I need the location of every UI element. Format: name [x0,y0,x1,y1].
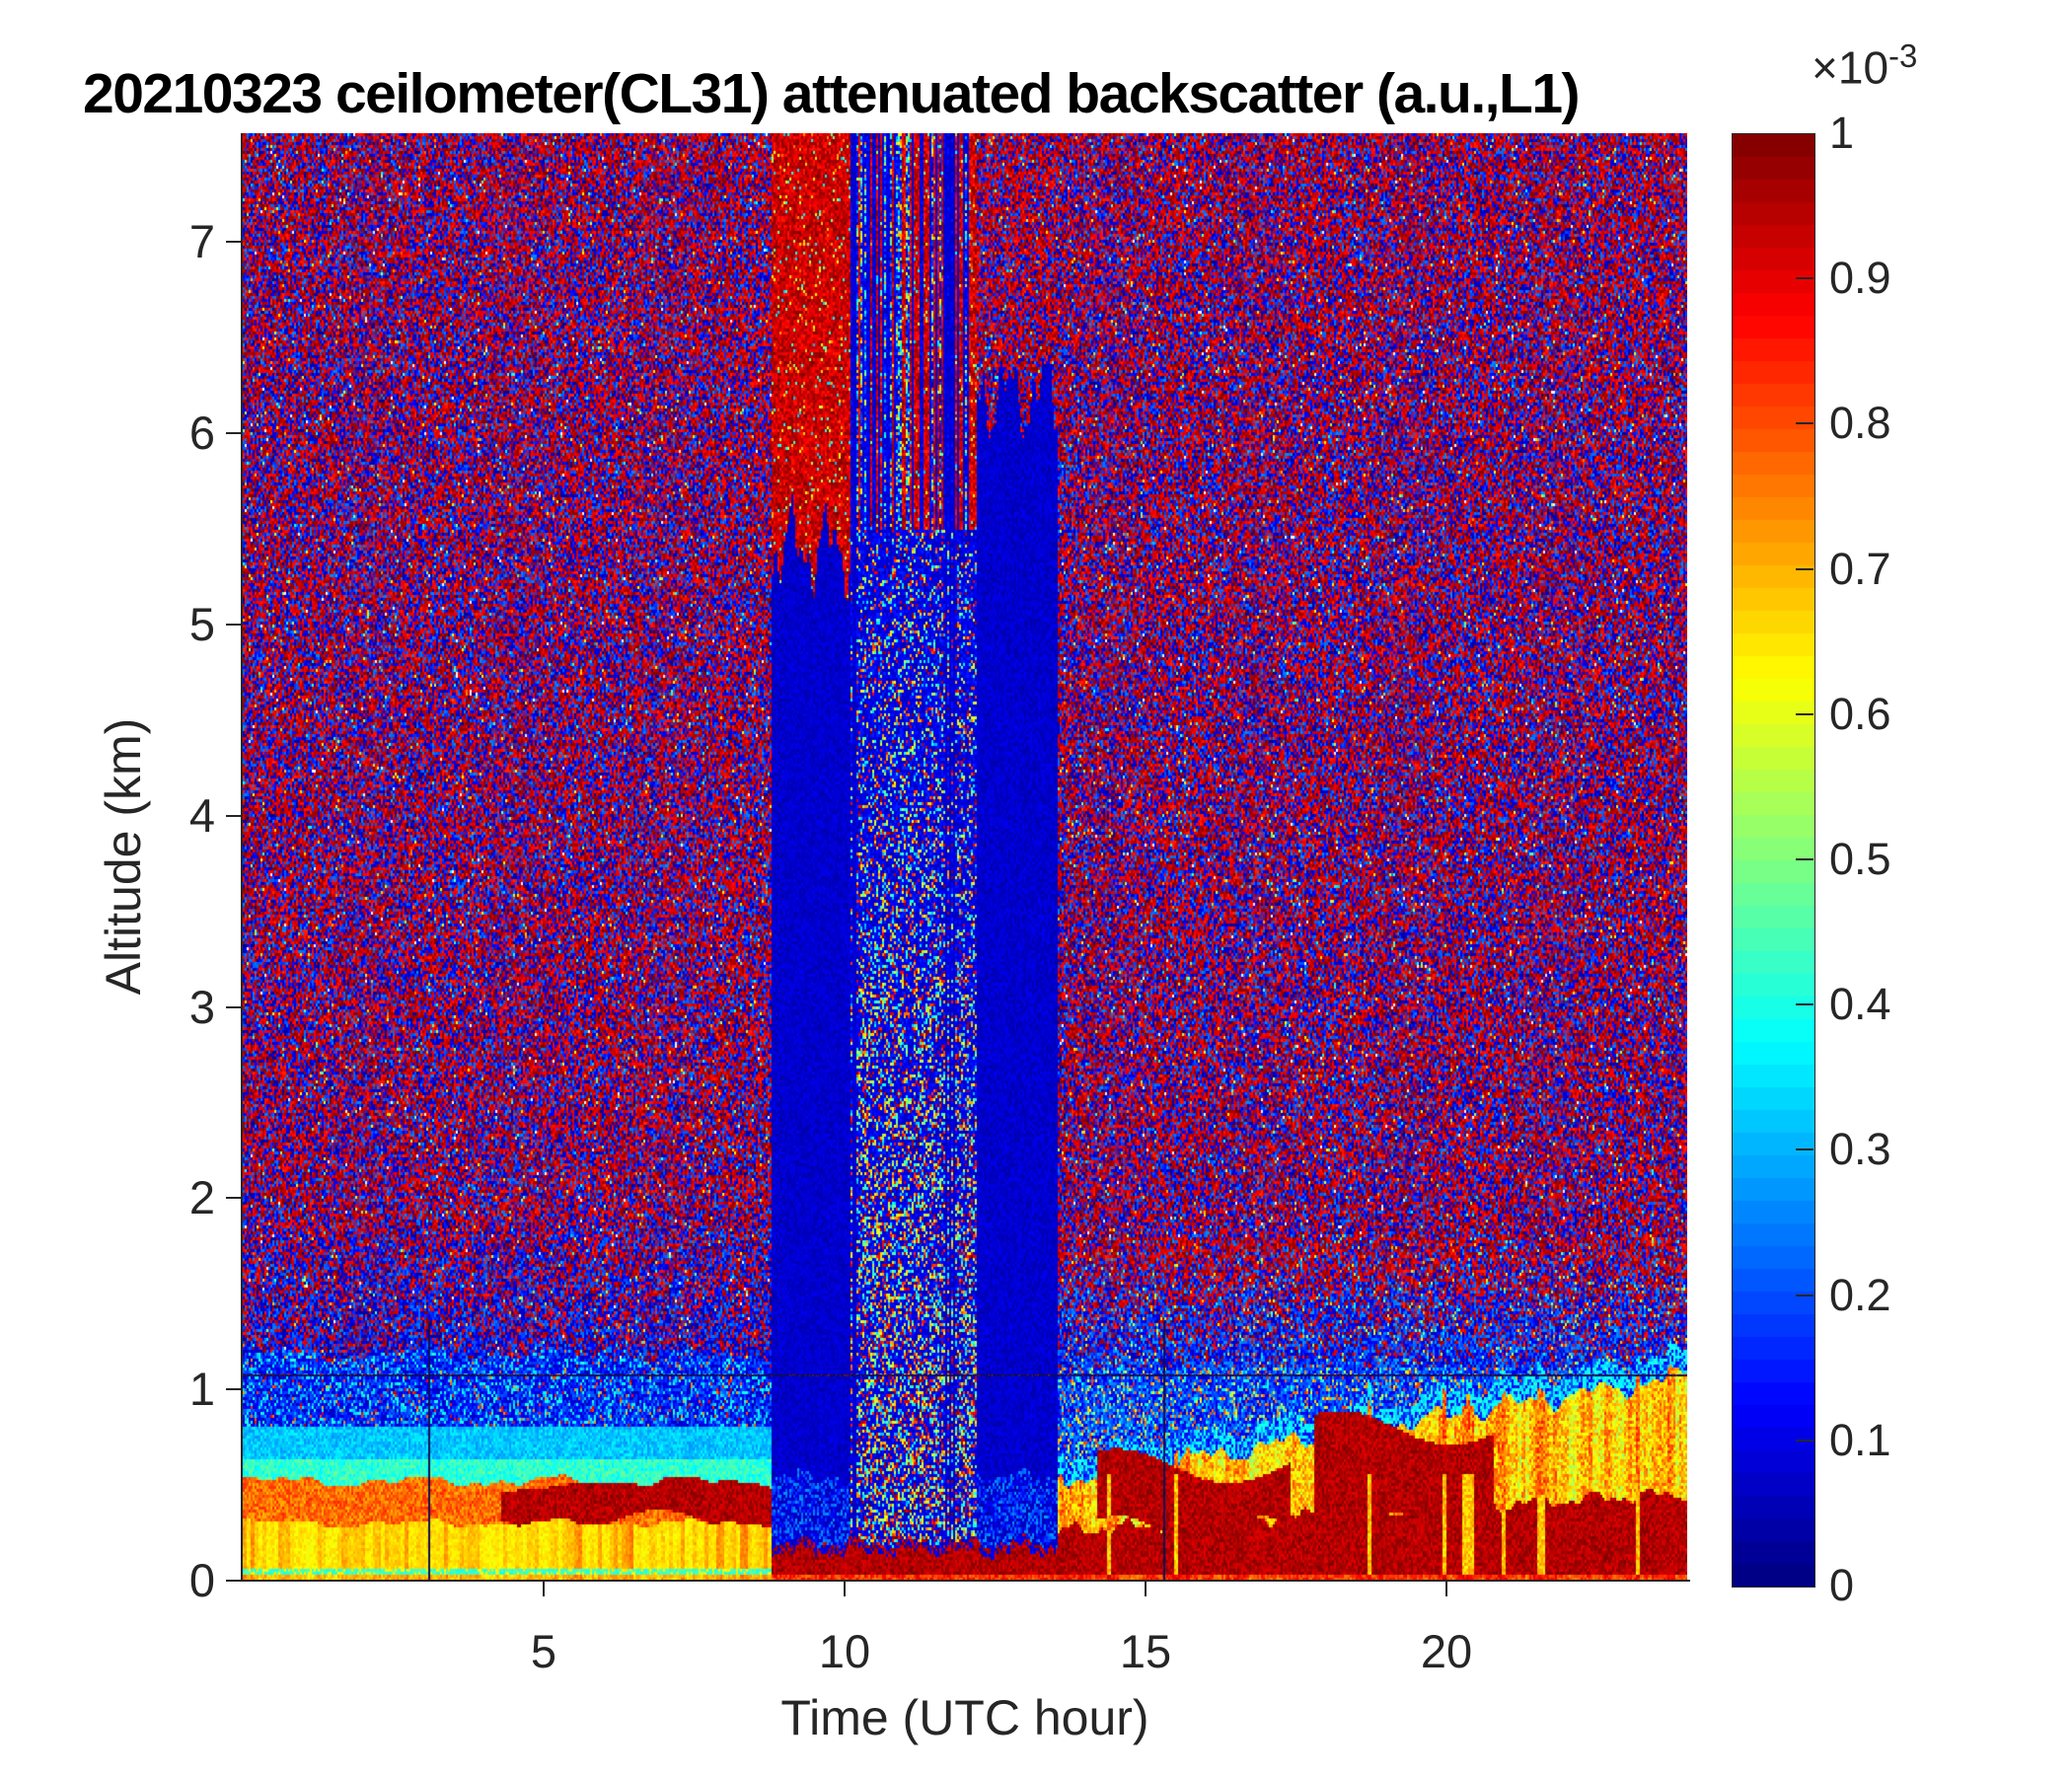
x-tick-label: 10 [818,1625,871,1677]
colorbar-tick-mark [1796,1439,1813,1442]
colorbar-tick-label: 0.8 [1829,398,1891,449]
x-axis-line [241,1580,1690,1582]
colorbar-tick-label: 0.7 [1829,543,1891,594]
y-tick-label: 4 [188,788,215,842]
x-tick-mark [1145,1582,1147,1596]
y-tick-label: 5 [188,598,215,651]
x-tick-mark [543,1582,545,1596]
colorbar-tick-label: 1 [1829,108,1855,158]
y-tick-mark [226,432,241,435]
y-tick-label: 1 [188,1363,215,1416]
x-tick-label: 5 [530,1625,557,1677]
y-tick-label: 6 [188,407,215,460]
colorbar-tick-mark [1796,422,1813,425]
x-tick-label: 20 [1420,1625,1473,1677]
y-tick-mark [226,624,241,627]
colorbar-tick-mark [1796,1148,1813,1151]
colorbar-tick-mark [1796,858,1813,860]
x-axis-label: Time (UTC hour) [780,1690,1149,1745]
y-tick-mark [226,1388,241,1391]
y-tick-label: 3 [188,980,215,1033]
colorbar [1732,133,1815,1588]
y-tick-mark [226,814,241,817]
chart-title: 20210323 ceilometer(CL31) attenuated bac… [83,62,1581,125]
colorbar-exponent-power: -3 [1888,37,1918,74]
colorbar-tick-mark [1796,1003,1813,1006]
colorbar-tick-label: 0.2 [1829,1269,1891,1320]
y-tick-mark [226,1580,241,1582]
colorbar-exponent-base: ×10 [1812,41,1889,94]
colorbar-exponent-label: ×10-3 [1812,37,1917,94]
y-tick-mark [226,1005,241,1008]
colorbar-canvas [1733,134,1814,1587]
colorbar-tick-label: 0.5 [1829,834,1891,884]
colorbar-tick-label: 0 [1829,1560,1855,1610]
colorbar-tick-label: 0.6 [1829,688,1891,739]
colorbar-tick-mark [1796,712,1813,715]
y-tick-label: 7 [188,215,215,268]
y-axis-label: Altitude (km) [96,717,151,996]
x-tick-label: 15 [1119,1625,1172,1677]
plot-area [243,133,1687,1581]
y-tick-label: 0 [188,1554,215,1606]
y-axis-line [241,133,243,1582]
y-tick-mark [226,1197,241,1200]
colorbar-tick-label: 0.9 [1829,253,1891,304]
colorbar-tick-label: 0.3 [1829,1124,1891,1175]
colorbar-tick-mark [1796,567,1813,570]
x-tick-mark [1445,1582,1447,1596]
colorbar-tick-label: 0.4 [1829,979,1891,1030]
y-tick-mark [226,241,241,244]
colorbar-tick-label: 0.1 [1829,1414,1891,1465]
y-tick-label: 2 [188,1171,215,1224]
heatmap-canvas [243,133,1687,1581]
colorbar-tick-mark [1796,1294,1813,1296]
colorbar-tick-mark [1796,277,1813,280]
x-tick-mark [844,1582,846,1596]
